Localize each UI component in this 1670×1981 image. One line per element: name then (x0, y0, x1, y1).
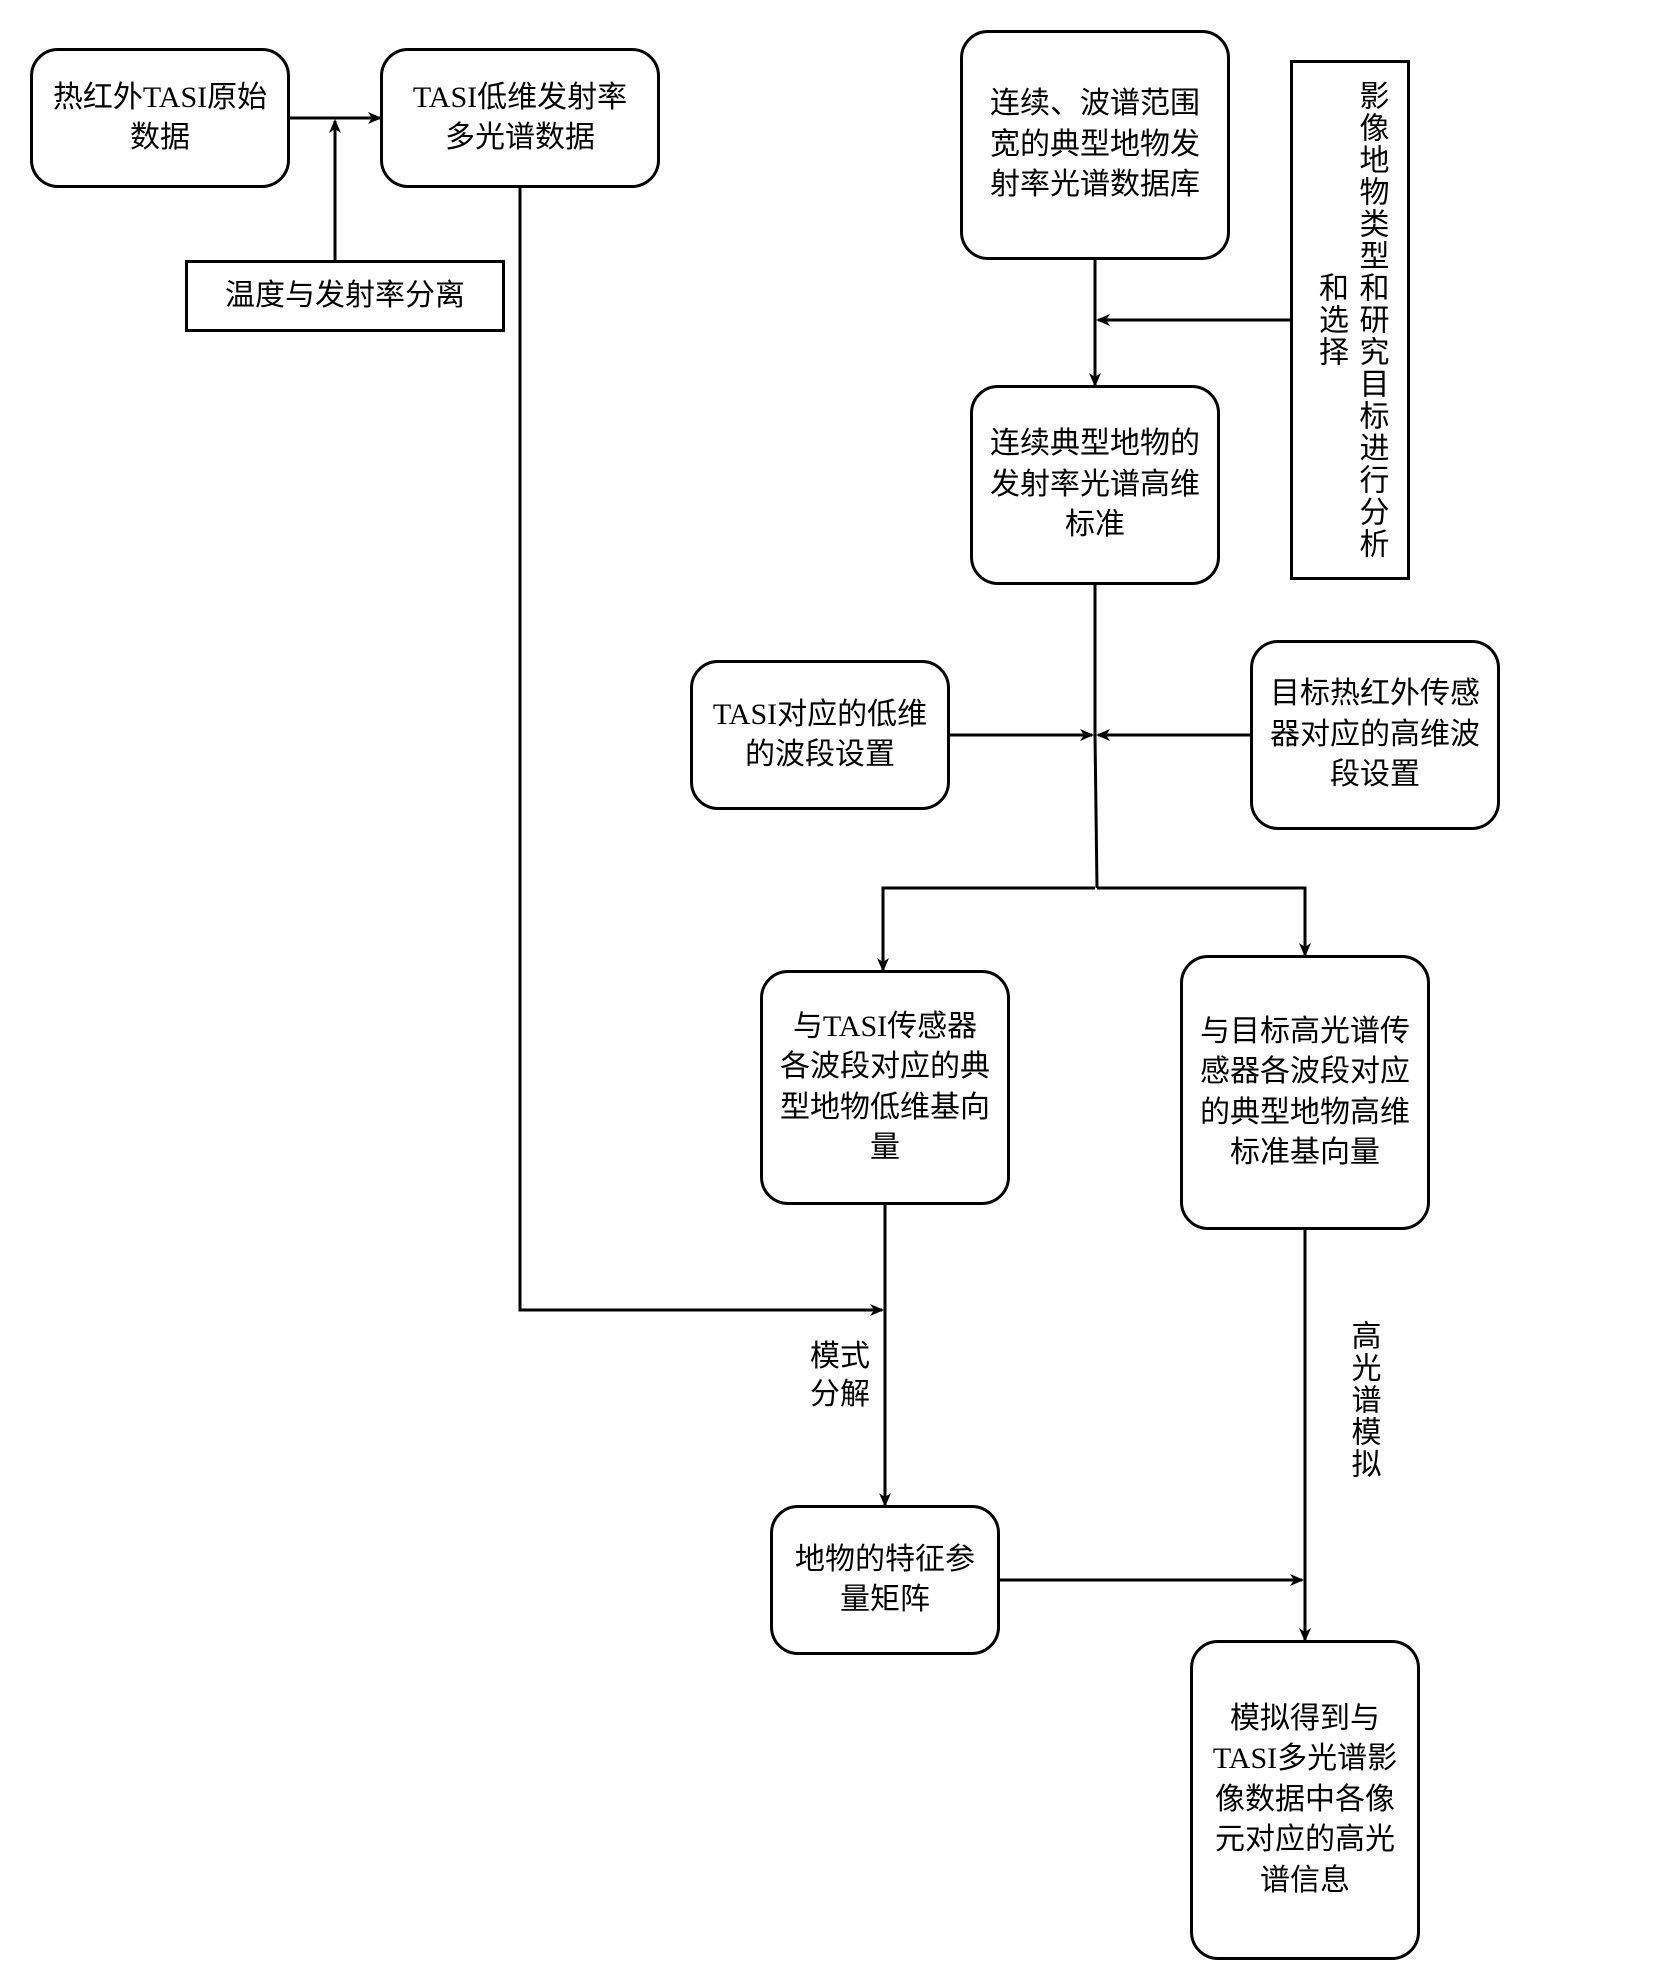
edge-split-n10 (1097, 888, 1305, 955)
node-tasi-band-lowdim: TASI对应的低维的波段设置 (690, 660, 950, 810)
node-text: 温度与发射率分离 (225, 276, 465, 317)
node-target-band-highdim: 目标热红外传感器对应的高维波段设置 (1250, 640, 1500, 830)
node-text: 与TASI传感器各波段对应的典型地物低维基向量 (779, 1007, 991, 1169)
edge-jxn-split (1095, 735, 1097, 888)
edge-label-mode: 模式分解 (810, 1338, 880, 1413)
node-sim-result: 模拟得到与TASI多光谱影像数据中各像元对应的高光谱信息 (1190, 1640, 1420, 1960)
node-highdim-basis: 与目标高光谱传感器各波段对应的典型地物高维标准基向量 (1180, 955, 1430, 1230)
node-feature-matrix: 地物的特征参量矩阵 (770, 1505, 1000, 1655)
node-tasi-lowdim-multispec: TASI低维发射率多光谱数据 (380, 48, 660, 188)
node-text: 目标热红外传感器对应的高维波段设置 (1269, 674, 1481, 796)
node-temp-emissivity-sep: 温度与发射率分离 (185, 260, 505, 332)
node-text: 地物的特征参量矩阵 (789, 1540, 981, 1621)
node-text: 与目标高光谱传感器各波段对应的典型地物高维标准基向量 (1199, 1012, 1411, 1174)
node-lowdim-basis: 与TASI传感器各波段对应的典型地物低维基向量 (760, 970, 1010, 1205)
node-text: 连续典型地物的发射率光谱高维标准 (989, 424, 1201, 546)
node-text: 热红外TASI原始数据 (49, 78, 271, 159)
node-tasi-raw: 热红外TASI原始数据 (30, 48, 290, 188)
node-text: 影像地物类型和研究目标进行分析和选择 (1310, 73, 1391, 567)
node-highdim-standard: 连续典型地物的发射率光谱高维标准 (970, 385, 1220, 585)
node-analysis-select: 影像地物类型和研究目标进行分析和选择 (1290, 60, 1410, 580)
label-text: 高光谱模拟 (1347, 1320, 1380, 1480)
node-spectral-db: 连续、波谱范围宽的典型地物发射率光谱数据库 (960, 30, 1230, 260)
label-text: 模式分解 (810, 1340, 870, 1411)
edge-label-sim: 高光谱模拟 (1342, 1320, 1383, 1480)
node-text: 模拟得到与TASI多光谱影像数据中各像元对应的高光谱信息 (1209, 1699, 1401, 1902)
node-text: TASI低维发射率多光谱数据 (399, 78, 641, 159)
node-text: TASI对应的低维的波段设置 (709, 695, 931, 776)
node-text: 连续、波谱范围宽的典型地物发射率光谱数据库 (979, 84, 1211, 206)
edge-split-n9 (883, 888, 1095, 970)
flowchart-canvas: 热红外TASI原始数据 TASI低维发射率多光谱数据 温度与发射率分离 连续、波… (0, 0, 1670, 1981)
